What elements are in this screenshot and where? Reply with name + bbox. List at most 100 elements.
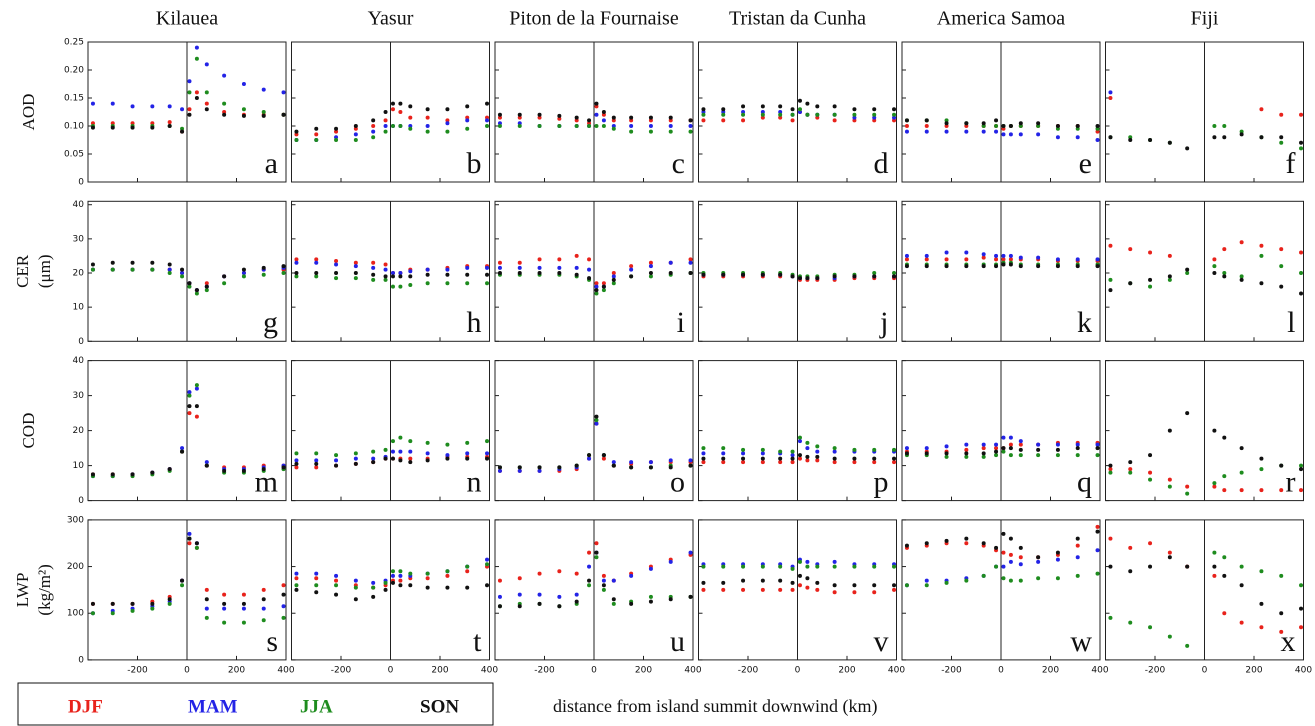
data-point: [294, 576, 299, 581]
data-point: [611, 126, 616, 131]
data-point: [408, 583, 413, 588]
data-point: [398, 449, 403, 454]
data-point: [1075, 573, 1080, 578]
data-point: [241, 267, 246, 272]
data-point: [904, 446, 909, 451]
data-point: [110, 472, 115, 477]
data-point: [110, 125, 115, 130]
data-point: [648, 118, 653, 123]
data-point: [261, 618, 266, 623]
data-point: [314, 590, 319, 595]
data-point: [408, 460, 413, 465]
data-point: [371, 260, 376, 265]
data-point: [587, 118, 592, 123]
data-point: [425, 281, 430, 286]
data-point: [204, 615, 209, 620]
data-point: [557, 569, 562, 574]
data-point: [872, 447, 877, 452]
data-point: [892, 112, 897, 117]
panel-letter: d: [874, 147, 889, 180]
data-point: [485, 583, 490, 588]
data-point: [594, 541, 599, 546]
data-point: [964, 124, 969, 128]
data-point: [1108, 277, 1113, 282]
y-tick-label: 30: [73, 391, 85, 401]
data-point: [944, 121, 949, 126]
data-point: [281, 90, 286, 95]
data-point: [194, 383, 199, 388]
data-point: [497, 121, 502, 126]
data-point: [587, 257, 592, 262]
data-point: [611, 115, 616, 120]
data-point: [371, 580, 376, 585]
data-point: [994, 253, 999, 258]
data-point: [390, 284, 395, 289]
data-point: [187, 393, 192, 398]
data-point: [1095, 548, 1100, 553]
data-point: [517, 124, 522, 128]
data-point: [485, 451, 490, 456]
data-point: [594, 112, 599, 117]
data-point: [1259, 569, 1264, 574]
data-point: [994, 449, 999, 454]
x-axis-label: distance from island summit downwind (km…: [553, 696, 877, 717]
data-point: [517, 265, 522, 270]
data-point: [760, 451, 765, 456]
x-tick-label: 0: [184, 665, 190, 675]
data-point: [497, 112, 502, 117]
column-title: America Samoa: [937, 8, 1065, 30]
data-point: [741, 460, 746, 465]
data-point: [222, 592, 227, 597]
data-point: [398, 569, 403, 574]
data-point: [981, 442, 986, 447]
data-point: [587, 267, 592, 272]
data-point: [497, 594, 502, 599]
data-point: [1001, 564, 1006, 569]
data-point: [1222, 474, 1227, 479]
x-tick-label: 0: [1202, 665, 1208, 675]
data-point: [805, 101, 810, 106]
data-point: [353, 126, 358, 131]
data-point: [904, 129, 909, 134]
data-point: [778, 449, 783, 454]
data-point: [1036, 124, 1041, 128]
data-point: [832, 118, 837, 123]
data-point: [648, 124, 653, 128]
data-point: [594, 124, 599, 128]
row-label: CER: [13, 254, 32, 288]
data-point: [594, 550, 599, 555]
data-point: [1279, 140, 1284, 145]
data-point: [1128, 620, 1133, 625]
data-point: [1212, 481, 1217, 486]
data-point: [383, 587, 388, 592]
data-point: [334, 276, 339, 281]
data-point: [648, 115, 653, 120]
data-point: [778, 564, 783, 569]
data-point: [760, 578, 765, 583]
data-point: [1108, 470, 1113, 475]
data-point: [574, 463, 579, 468]
data-point: [241, 113, 246, 118]
panel-letter: c: [672, 147, 685, 180]
data-point: [815, 104, 820, 109]
data-point: [261, 265, 266, 270]
data-point: [222, 274, 227, 279]
data-point: [150, 601, 155, 606]
data-point: [537, 592, 542, 597]
data-point: [815, 564, 820, 569]
x-tick-label: 200: [1042, 665, 1059, 675]
column-title: Kilauea: [156, 8, 218, 30]
data-point: [629, 118, 634, 123]
data-point: [1075, 257, 1080, 262]
data-point: [408, 126, 413, 131]
data-point: [778, 578, 783, 583]
data-point: [1148, 541, 1153, 546]
data-point: [465, 564, 470, 569]
data-point: [314, 138, 319, 142]
data-point: [1128, 135, 1133, 140]
data-point: [1185, 484, 1190, 489]
data-point: [167, 262, 172, 267]
data-point: [130, 260, 135, 265]
data-point: [904, 118, 909, 123]
data-point: [390, 456, 395, 461]
